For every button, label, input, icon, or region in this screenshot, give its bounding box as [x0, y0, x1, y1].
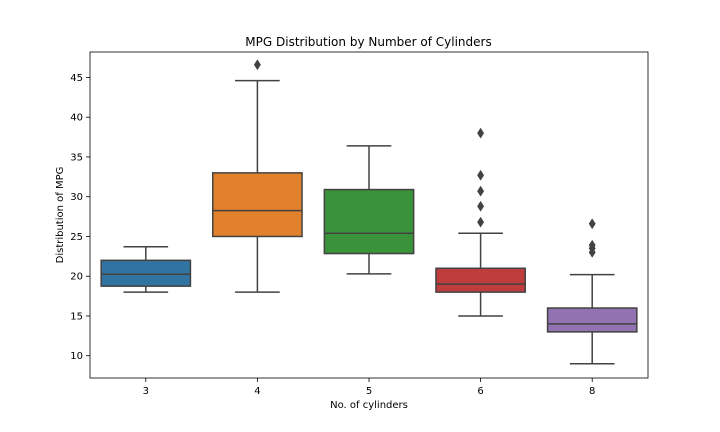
box-iqr: [546, 307, 638, 333]
outlier-point: [477, 127, 485, 139]
box-iqr: [323, 188, 415, 255]
y-axis: 10 15 20 25 30 35 40 45: [70, 73, 90, 362]
outlier-point: [477, 185, 485, 197]
box-group-5: [323, 145, 415, 275]
outlier-point: [588, 218, 596, 230]
box-iqr: [435, 267, 526, 293]
plot-area: [100, 59, 638, 365]
y-tick-label: 35: [70, 152, 83, 163]
x-axis-label: No. of cylinders: [330, 400, 408, 411]
x-tick-label: 8: [589, 386, 595, 397]
y-tick-label: 15: [70, 311, 83, 322]
y-tick-label: 30: [70, 192, 83, 203]
outlier-point: [477, 200, 485, 212]
outlier-point: [477, 169, 485, 181]
outlier-point: [477, 216, 485, 228]
box-group-6: [435, 127, 526, 317]
box-group-4: [212, 59, 303, 293]
x-axis: 3 4 5 6 8: [143, 378, 595, 397]
chart-title: MPG Distribution by Number of Cylinders: [245, 35, 491, 49]
x-tick-label: 5: [366, 386, 372, 397]
y-tick-label: 25: [70, 232, 83, 243]
y-tick-label: 40: [70, 113, 83, 124]
y-tick-label: 20: [70, 272, 83, 283]
y-axis-label: Distribution of MPG: [55, 167, 66, 264]
x-tick-label: 4: [254, 386, 260, 397]
y-tick-label: 10: [70, 351, 83, 362]
outlier-point: [253, 59, 261, 71]
y-tick-label: 45: [70, 73, 83, 84]
box-group-3: [100, 246, 192, 293]
outlier-point: [588, 239, 596, 251]
box-iqr: [100, 259, 192, 287]
box-group-8: [546, 218, 638, 365]
x-tick-label: 3: [143, 386, 149, 397]
box-iqr: [212, 172, 303, 238]
x-tick-label: 6: [477, 386, 483, 397]
